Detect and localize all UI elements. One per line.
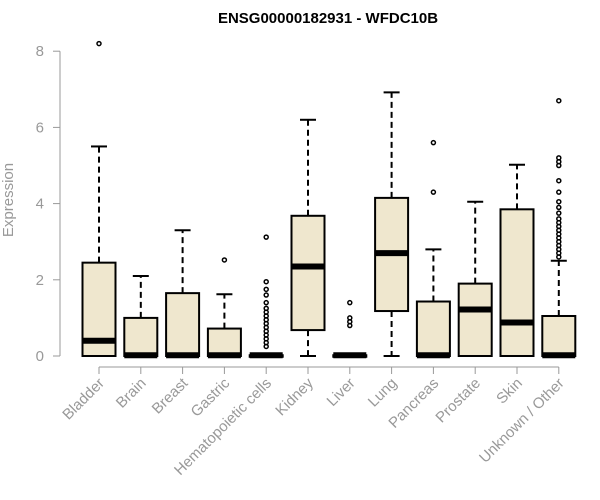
outlier-point [263, 234, 269, 240]
y-axis: 0 2 4 6 8 [36, 43, 61, 365]
outlier-point [556, 198, 562, 205]
y-tick-label: 8 [36, 43, 44, 60]
outlier-point [556, 216, 562, 222]
outlier-point [263, 286, 269, 293]
outlier-point [263, 299, 269, 306]
box-brain [123, 274, 159, 359]
y-tick-label: 6 [36, 119, 44, 136]
iqr-box [165, 292, 201, 358]
box-kidney [290, 118, 326, 357]
x-tick-label: Lung [365, 375, 401, 411]
outlier-point [556, 210, 562, 216]
x-tick-label: Brain [113, 375, 150, 412]
box-hematopoietic-cells [248, 234, 284, 359]
outlier-point [430, 189, 437, 195]
outlier-point [263, 292, 269, 298]
x-tick-label: Bladder [59, 375, 108, 424]
iqr-box [415, 300, 451, 357]
box-gastric [206, 257, 242, 359]
x-tick-label: Liver [324, 375, 359, 410]
outlier-point [221, 257, 228, 263]
y-tick-label: 2 [36, 272, 44, 289]
outlier-point [96, 40, 102, 47]
box-skin [499, 163, 535, 357]
chart-title: ENSG00000182931 - WFDC10B [218, 10, 438, 27]
y-axis-label: Expression [0, 163, 17, 237]
iqr-box [457, 282, 493, 357]
outlier-point [556, 189, 562, 195]
boxes-group [81, 40, 577, 359]
x-tick-label: Kidney [272, 374, 317, 419]
outlier-point [347, 315, 353, 321]
outlier-point [556, 177, 562, 184]
outlier-point [556, 204, 562, 211]
box-bladder [81, 40, 117, 357]
x-tick-label: Skin [493, 375, 526, 408]
outlier-point [556, 155, 562, 161]
y-tick-label: 0 [36, 348, 44, 365]
outlier-point [263, 305, 269, 312]
x-tick-label: Prostate [432, 375, 484, 427]
iqr-box [206, 327, 242, 357]
outlier-point [556, 97, 562, 104]
box-pancreas [415, 139, 451, 359]
outlier-point [430, 139, 437, 146]
outlier-point [263, 278, 269, 285]
y-tick-label: 4 [36, 196, 44, 213]
iqr-box [541, 314, 577, 357]
box-prostate [457, 200, 493, 357]
box-lung [374, 91, 410, 357]
iqr-box [123, 316, 159, 357]
box-liver [332, 299, 368, 359]
iqr-box [499, 208, 535, 357]
iqr-box [290, 214, 326, 332]
x-tick-label: Breast [149, 374, 192, 417]
box-breast [165, 229, 201, 359]
box-unknown-other [541, 97, 577, 359]
outlier-point [347, 299, 353, 306]
